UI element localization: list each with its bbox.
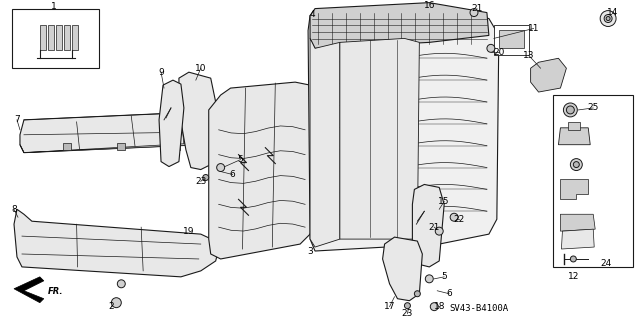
Circle shape [203, 174, 209, 181]
Polygon shape [340, 38, 419, 239]
Circle shape [563, 103, 577, 117]
Text: 17: 17 [384, 302, 396, 311]
Polygon shape [561, 180, 588, 199]
Text: 5: 5 [237, 155, 243, 164]
Polygon shape [48, 26, 54, 50]
Polygon shape [12, 9, 99, 68]
Text: 7: 7 [14, 115, 20, 124]
Circle shape [566, 106, 574, 114]
Circle shape [470, 9, 478, 17]
Polygon shape [310, 3, 489, 48]
Polygon shape [172, 143, 180, 150]
Polygon shape [561, 214, 595, 231]
Polygon shape [383, 237, 422, 301]
Text: 19: 19 [183, 226, 195, 236]
Circle shape [570, 256, 577, 262]
Text: 16: 16 [424, 1, 435, 10]
Circle shape [430, 303, 438, 311]
Polygon shape [20, 112, 221, 153]
Text: 15: 15 [438, 197, 450, 206]
Circle shape [606, 17, 610, 20]
Text: 5: 5 [442, 272, 447, 281]
Text: 13: 13 [523, 51, 534, 60]
Polygon shape [14, 277, 44, 303]
Text: 3: 3 [307, 247, 313, 256]
Text: 23: 23 [402, 309, 413, 318]
Circle shape [111, 298, 122, 308]
Circle shape [414, 291, 420, 297]
Text: 8: 8 [11, 205, 17, 214]
Text: 21: 21 [429, 223, 440, 232]
Text: 25: 25 [588, 103, 599, 113]
Text: 10: 10 [195, 64, 207, 73]
Text: 2: 2 [109, 302, 114, 311]
Text: 1: 1 [51, 2, 56, 11]
Text: 18: 18 [433, 302, 445, 311]
Polygon shape [494, 26, 529, 55]
Text: 6: 6 [230, 170, 236, 179]
Circle shape [604, 15, 612, 23]
Text: 23: 23 [195, 177, 207, 186]
Polygon shape [72, 26, 77, 50]
Polygon shape [308, 9, 499, 251]
Polygon shape [531, 58, 566, 92]
Circle shape [435, 227, 443, 235]
Polygon shape [561, 229, 594, 249]
Text: 6: 6 [446, 289, 452, 298]
Text: 22: 22 [454, 215, 465, 224]
Polygon shape [14, 209, 219, 277]
Text: 14: 14 [607, 8, 619, 17]
Polygon shape [207, 143, 214, 150]
Polygon shape [40, 26, 46, 50]
Polygon shape [559, 128, 590, 145]
Text: SV43-B4100A: SV43-B4100A [449, 304, 508, 313]
Polygon shape [63, 26, 70, 50]
Text: 21: 21 [471, 4, 483, 13]
Circle shape [570, 159, 582, 171]
Circle shape [426, 275, 433, 283]
Polygon shape [20, 128, 221, 153]
Text: 11: 11 [528, 24, 540, 33]
Circle shape [404, 303, 410, 309]
Circle shape [217, 164, 225, 172]
Text: 9: 9 [158, 68, 164, 77]
Polygon shape [56, 26, 61, 50]
Text: 24: 24 [600, 259, 612, 268]
Text: FR.: FR. [48, 287, 63, 296]
Circle shape [117, 280, 125, 288]
Polygon shape [63, 143, 70, 150]
Text: 20: 20 [493, 48, 504, 57]
Text: 12: 12 [568, 272, 579, 281]
Polygon shape [310, 38, 340, 247]
Circle shape [487, 44, 495, 52]
Circle shape [600, 11, 616, 26]
Polygon shape [159, 80, 184, 167]
Polygon shape [499, 30, 524, 48]
Polygon shape [412, 184, 444, 267]
Polygon shape [554, 95, 633, 267]
Text: 4: 4 [309, 10, 315, 19]
Circle shape [450, 213, 458, 221]
Circle shape [573, 162, 579, 167]
Polygon shape [179, 72, 216, 169]
Polygon shape [117, 143, 125, 150]
Polygon shape [209, 82, 315, 259]
Polygon shape [568, 122, 580, 130]
